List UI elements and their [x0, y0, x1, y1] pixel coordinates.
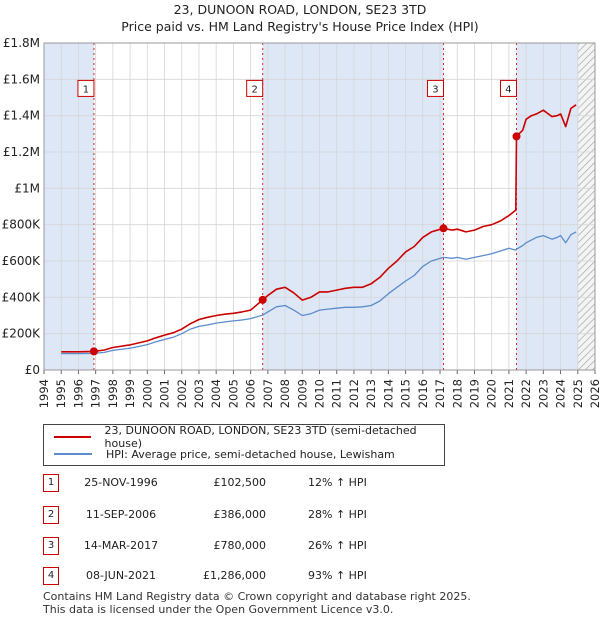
sale-label-number: 1: [83, 84, 89, 95]
y-tick-label: £1M: [14, 181, 40, 195]
transaction-price: £102,500: [213, 476, 267, 489]
x-tick-label: 2007: [261, 379, 275, 408]
x-tick-label: 2023: [536, 379, 550, 408]
x-tick-label: 2024: [554, 379, 568, 408]
plot-frame: [43, 42, 596, 371]
y-tick-label: £400K: [2, 290, 42, 304]
sale-point: [512, 132, 521, 141]
x-tick-label: 2005: [226, 379, 240, 408]
footer-copyright: Contains HM Land Registry data © Crown c…: [43, 590, 471, 603]
x-tick-label: 1999: [123, 379, 137, 408]
x-tick-label: 1997: [89, 379, 103, 408]
sale-label-box: [77, 79, 95, 97]
y-tick-label: £1.2M: [3, 145, 40, 159]
y-tick-label: £200K: [2, 327, 42, 341]
shaded-period: [262, 43, 444, 370]
x-tick-label: 1996: [71, 379, 85, 408]
x-tick-label: 2015: [399, 379, 413, 408]
y-tick-label: £1.8M: [3, 36, 40, 50]
legend-swatch-property: [54, 436, 91, 438]
x-tick-label: 2012: [347, 379, 361, 408]
y-tick-label: £0: [25, 363, 40, 377]
chart-subtitle: Price paid vs. HM Land Registry's House …: [121, 19, 479, 34]
x-tick-label: 2022: [519, 379, 533, 408]
x-tick-label: 2020: [485, 379, 499, 408]
sale-point: [439, 224, 448, 233]
x-tick-label: 2011: [330, 379, 344, 408]
sale-label-number: 3: [432, 84, 438, 95]
x-tick-label: 2025: [571, 379, 585, 408]
x-tick-label: 2002: [175, 379, 189, 408]
shaded-period: [516, 43, 578, 370]
x-tick-label: 2008: [278, 379, 292, 408]
transaction-hpi: 93% ↑ HPI: [308, 569, 367, 582]
transaction-date: 14-MAR-2017: [83, 539, 159, 552]
sale-label-number: 2: [251, 84, 257, 95]
y-tick-label: £800K: [2, 218, 42, 232]
x-tick-label: 1998: [106, 379, 120, 408]
x-tick-label: 2004: [209, 379, 223, 408]
transaction-hpi: 26% ↑ HPI: [308, 539, 367, 552]
x-tick-label: 2006: [244, 379, 258, 408]
shaded-period: [44, 43, 94, 370]
chart-title: 23, DUNOON ROAD, LONDON, SE23 3TD: [173, 2, 427, 17]
property-price-line: [61, 104, 577, 353]
y-tick-label: £600K: [2, 254, 42, 268]
sale-point: [89, 347, 98, 356]
x-tick-label: 2013: [364, 379, 378, 408]
x-tick-label: 2014: [381, 379, 395, 408]
x-tick-label: 2017: [433, 379, 447, 408]
transaction-number: 3: [43, 537, 59, 555]
x-tick-label: 2001: [158, 379, 172, 408]
legend-label-property: 23, DUNOON ROAD, LONDON, SE23 3TD (semi-…: [104, 424, 417, 450]
footer-license: This data is licensed under the Open Gov…: [43, 603, 394, 616]
x-tick-label: 2000: [140, 379, 154, 408]
x-tick-label: 1995: [54, 379, 68, 408]
x-tick-label: 2016: [416, 379, 430, 408]
x-tick-label: 2009: [295, 379, 309, 408]
x-tick-label: 1994: [37, 379, 51, 408]
y-tick-label: £1.6M: [3, 72, 40, 86]
transaction-date: 25-NOV-1996: [84, 476, 158, 489]
forecast-hatch: [577, 43, 595, 370]
transaction-price: £386,000: [213, 508, 267, 521]
transaction-hpi: 28% ↑ HPI: [308, 508, 367, 521]
x-tick-label: 2010: [313, 379, 327, 408]
legend-item-hpi: HPI: Average price, semi-detached house,…: [54, 446, 395, 462]
transaction-number: 4: [43, 567, 59, 585]
x-tick-label: 2018: [450, 379, 464, 408]
sale-label-number: 4: [505, 84, 511, 95]
x-tick-label: 2003: [192, 379, 206, 408]
chart-area: 1 2 3 4 £0 £200K £400K £600K £800K £1M £1.2M £1.4M…: [2, 36, 600, 408]
x-tick-label: 2021: [502, 379, 516, 408]
sale-label-box: [499, 79, 517, 97]
legend-label-hpi: HPI: Average price, semi-detached house,…: [106, 447, 395, 461]
transaction-number: 1: [43, 474, 59, 492]
transaction-hpi: 12% ↑ HPI: [308, 476, 367, 489]
transaction-date: 11-SEP-2006: [85, 508, 157, 521]
legend-swatch-hpi: [54, 453, 92, 455]
x-tick-label: 2019: [467, 379, 481, 408]
sale-label-box: [246, 79, 264, 97]
transaction-number: 2: [43, 506, 59, 524]
sale-point: [258, 295, 267, 304]
transaction-date: 08-JUN-2021: [85, 569, 157, 582]
y-tick-label: £1.4M: [3, 109, 40, 123]
hpi-line: [61, 231, 577, 355]
legend-item-property: 23, DUNOON ROAD, LONDON, SE23 3TD (semi-…: [54, 424, 444, 450]
legend: 23, DUNOON ROAD, LONDON, SE23 3TD (semi-…: [43, 424, 445, 466]
x-tick-label: 2026: [588, 379, 600, 408]
sale-label-box: [426, 79, 444, 97]
transaction-price: £1,286,000: [203, 569, 266, 582]
transaction-price: £780,000: [213, 539, 267, 552]
